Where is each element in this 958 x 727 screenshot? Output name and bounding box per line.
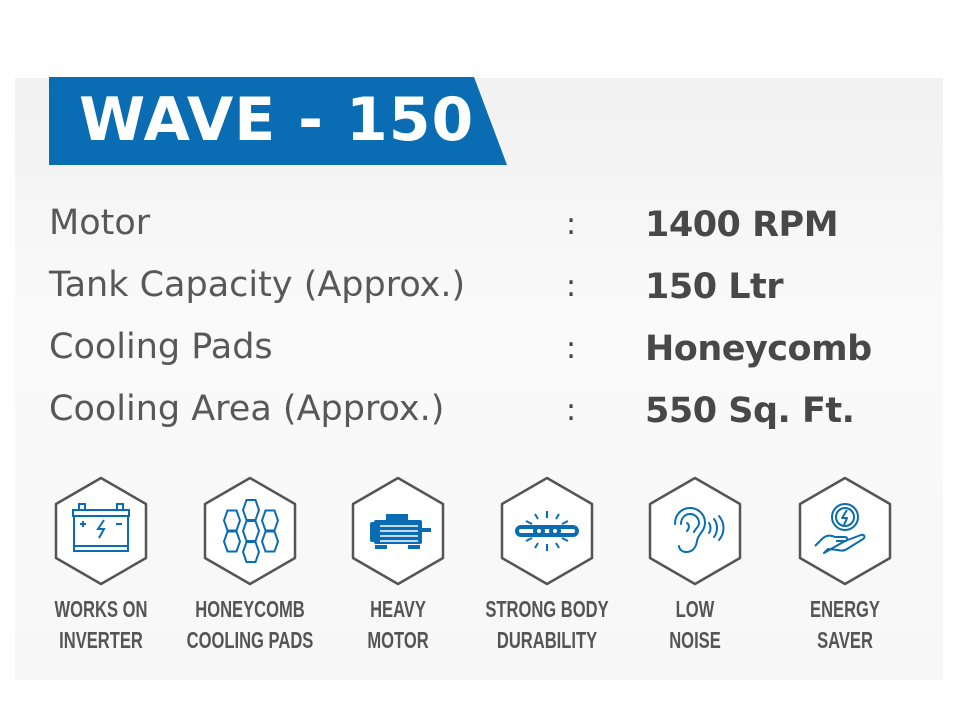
feature-label: HONEYCOMB — [195, 596, 305, 622]
chain-icon — [500, 476, 594, 586]
feature-label: MOTOR — [367, 627, 429, 653]
spec-label: Tank Capacity (Approx.) — [49, 265, 466, 305]
honeycomb-icon — [203, 476, 297, 586]
product-title: WAVE - 150 — [79, 85, 475, 155]
spec-row-pads: Cooling Pads : Honeycomb — [49, 327, 929, 377]
motor-icon — [351, 476, 445, 586]
energy-hand-icon — [798, 476, 892, 586]
spec-row-tank: Tank Capacity (Approx.) : 150 Ltr — [49, 265, 929, 315]
feature-label: NOISE — [669, 627, 721, 653]
spec-value: 550 Sq. Ft. — [645, 391, 855, 431]
spec-label: Cooling Pads — [49, 327, 273, 367]
feature-label: WORKS ON — [54, 596, 148, 622]
feature-label: SAVER — [817, 627, 873, 653]
spec-label: Motor — [49, 203, 151, 243]
spec-label: Cooling Area (Approx.) — [49, 389, 445, 429]
spec-separator: : — [566, 331, 577, 366]
feature-label: DURABILITY — [496, 627, 598, 653]
spec-separator: : — [566, 393, 577, 428]
feature-label: INVERTER — [59, 627, 143, 653]
spec-row-motor: Motor : 1400 RPM — [49, 203, 929, 253]
spec-separator: : — [566, 207, 577, 242]
feature-label: ENERGY — [810, 596, 880, 622]
feature-label: LOW — [675, 596, 715, 622]
spec-value: 1400 RPM — [645, 205, 839, 245]
spec-row-area: Cooling Area (Approx.) : 550 Sq. Ft. — [49, 389, 929, 439]
spec-separator: : — [566, 269, 577, 304]
spec-value: Honeycomb — [645, 329, 872, 369]
ear-icon — [648, 476, 742, 586]
background-panel — [15, 78, 943, 680]
spec-value: 150 Ltr — [645, 267, 784, 307]
battery-icon — [54, 476, 148, 586]
feature-label: HEAVY — [370, 596, 426, 622]
title-banner: WAVE - 150 — [49, 77, 507, 165]
feature-label: STRONG BODY — [485, 596, 609, 622]
feature-label: COOLING PADS — [186, 627, 314, 653]
